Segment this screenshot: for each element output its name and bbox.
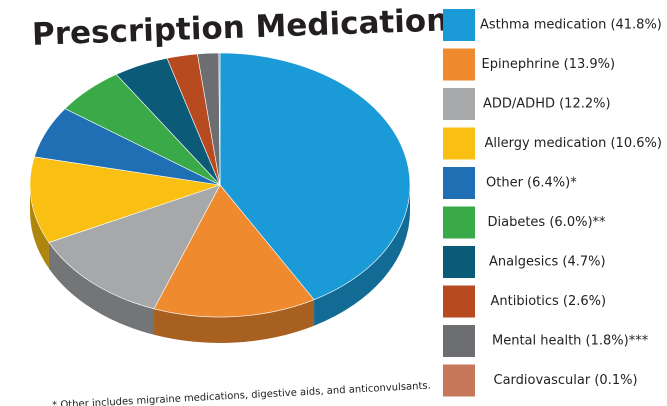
legend-swatch xyxy=(443,285,475,318)
chart-title: Prescription Medications xyxy=(31,2,467,53)
slice-side xyxy=(48,242,155,335)
legend-swatch xyxy=(443,364,475,397)
slice-side xyxy=(314,185,411,326)
legend-label: Antibiotics (2.6%) xyxy=(491,294,607,309)
legend-label: Asthma medication (41.8%) xyxy=(480,18,662,33)
footnote: * Other includes migraine medications, d… xyxy=(52,380,431,406)
legend-label: Allergy medication (10.6%) xyxy=(485,136,662,151)
legend-swatch xyxy=(443,48,475,81)
legend-label: Epinephrine (13.9%) xyxy=(482,57,616,72)
legend-label: Mental health (1.8%)*** xyxy=(492,334,649,349)
slice xyxy=(153,184,315,318)
legend-swatch xyxy=(443,246,475,278)
legend-label: Other (6.4%)* xyxy=(486,176,577,191)
legend-swatch xyxy=(443,325,475,357)
legend-label: Cardiovascular (0.1%) xyxy=(494,373,638,388)
legend-swatch xyxy=(443,206,475,239)
slice xyxy=(218,52,221,186)
legend-swatch xyxy=(443,127,475,160)
legend-swatch xyxy=(443,9,475,41)
legend-swatch xyxy=(443,88,475,120)
legend-label: Analgesics (4.7%) xyxy=(489,255,606,270)
legend-label: Diabetes (6.0%)** xyxy=(488,215,607,230)
legend-swatch xyxy=(443,167,475,199)
slice xyxy=(48,184,221,310)
slice-side xyxy=(154,299,315,344)
slice xyxy=(219,52,411,301)
slice xyxy=(29,156,221,243)
legend-label: ADD/ADHD (12.2%) xyxy=(483,97,611,112)
